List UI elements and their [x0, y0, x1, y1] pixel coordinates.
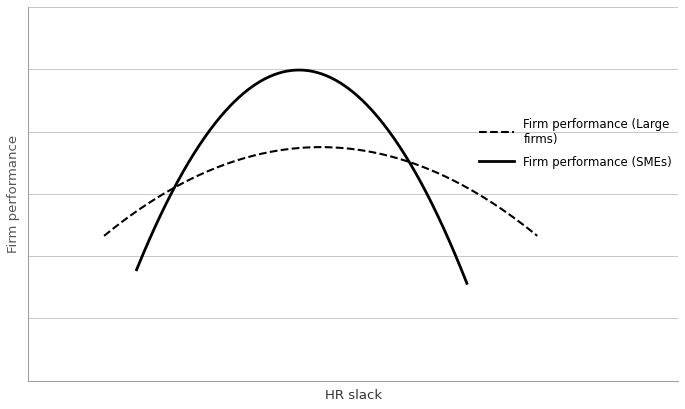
Y-axis label: Firm performance: Firm performance: [7, 135, 20, 253]
Firm performance (Large
firms): [100, 234, 108, 238]
Firm performance (SMEs): [134, 265, 142, 270]
Legend: Firm performance (Large
firms), Firm performance (SMEs): Firm performance (Large firms), Firm per…: [479, 117, 672, 169]
Firm performance (Large
firms): [494, 204, 502, 209]
Firm performance (SMEs): [295, 67, 303, 72]
Firm performance (Large
firms): [533, 234, 541, 238]
Firm performance (SMEs): [132, 267, 140, 272]
Firm performance (Large
firms): [101, 232, 110, 237]
Firm performance (Large
firms): [316, 145, 324, 150]
Firm performance (Large
firms): [360, 148, 368, 153]
Firm performance (Large
firms): [466, 187, 475, 192]
Firm performance (SMEs): [336, 80, 344, 85]
Firm performance (SMEs): [330, 77, 338, 82]
Firm performance (SMEs): [463, 281, 471, 286]
Firm performance (SMEs): [433, 212, 441, 217]
Line: Firm performance (Large
firms): Firm performance (Large firms): [104, 147, 537, 236]
Firm performance (SMEs): [412, 171, 420, 176]
Firm performance (SMEs): [329, 76, 337, 81]
X-axis label: HR slack: HR slack: [325, 389, 382, 402]
Line: Firm performance (SMEs): Firm performance (SMEs): [136, 70, 467, 283]
Firm performance (Large
firms): [366, 149, 375, 154]
Firm performance (Large
firms): [358, 148, 366, 153]
